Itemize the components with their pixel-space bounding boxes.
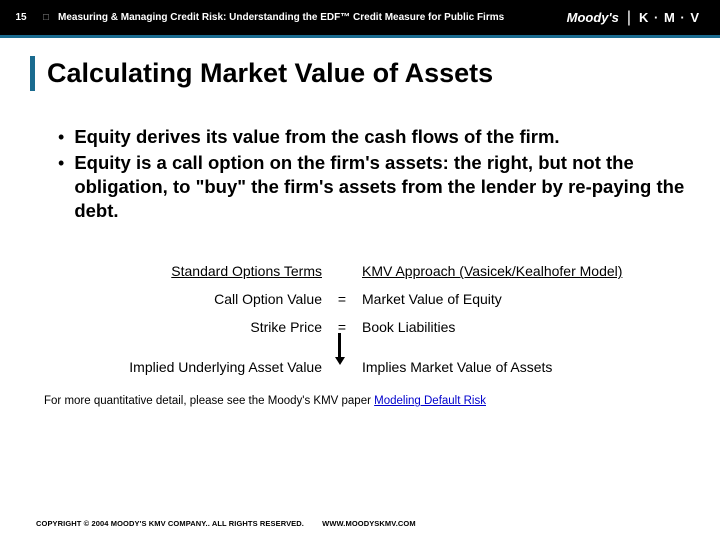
table-cell-right: Implies Market Value of Assets (354, 359, 552, 375)
header-bar: 15 ☐ Measuring & Managing Credit Risk: U… (0, 0, 720, 38)
footnote-link[interactable]: Modeling Default Risk (374, 395, 486, 407)
header-subtitle: Measuring & Managing Credit Risk: Unders… (50, 12, 567, 23)
footnote: For more quantitative detail, please see… (44, 395, 690, 407)
header-logo: Moody's | K · M · V (567, 9, 720, 27)
equals-sign-with-arrow: = (330, 319, 354, 335)
table-implied-row: Implied Underlying Asset Value Implies M… (70, 359, 690, 375)
copyright-text: COPYRIGHT © 2004 MOODY'S KMV COMPANY.. A… (36, 519, 304, 528)
kmv-logo-text: K · M · V (639, 10, 700, 25)
table-cell-right: Market Value of Equity (354, 291, 502, 307)
list-item: • Equity is a call option on the firm's … (58, 151, 690, 223)
bullet-icon: • (58, 125, 64, 149)
table-cell-left: Strike Price (70, 319, 330, 335)
table-row: Strike Price = Book Liabilities (70, 319, 690, 335)
table-cell-right: Book Liabilities (354, 319, 455, 335)
title-accent-bar (30, 56, 35, 91)
title-row: Calculating Market Value of Assets (30, 56, 690, 91)
bullet-list: • Equity derives its value from the cash… (58, 125, 690, 223)
content-area: Calculating Market Value of Assets • Equ… (0, 38, 720, 407)
copyright-line: COPYRIGHT © 2004 MOODY'S KMV COMPANY.. A… (36, 519, 416, 528)
comparison-table: Standard Options Terms KMV Approach (Vas… (70, 263, 690, 375)
table-row: Call Option Value = Market Value of Equi… (70, 291, 690, 307)
header-divider-icon: ☐ (42, 7, 50, 29)
bullet-text: Equity derives its value from the cash f… (74, 125, 559, 149)
bullet-text: Equity is a call option on the firm's as… (74, 151, 690, 223)
footnote-text: For more quantitative detail, please see… (44, 395, 374, 407)
bullet-icon: • (58, 151, 64, 175)
page-title: Calculating Market Value of Assets (47, 56, 493, 91)
copyright-url: WWW.MOODYSKMV.COM (322, 519, 416, 528)
moodys-logo-text: Moody's (567, 10, 619, 25)
slide-number: 15 (0, 12, 42, 23)
table-cell-left: Implied Underlying Asset Value (70, 359, 330, 375)
table-cell-left: Call Option Value (70, 291, 330, 307)
table-header-left: Standard Options Terms (70, 263, 330, 279)
list-item: • Equity derives its value from the cash… (58, 125, 690, 149)
table-header-right: KMV Approach (Vasicek/Kealhofer Model) (354, 263, 622, 279)
table-header-row: Standard Options Terms KMV Approach (Vas… (70, 263, 690, 279)
arrow-down-icon (338, 333, 345, 365)
logo-separator: | (627, 9, 631, 27)
equals-sign: = (330, 291, 354, 307)
